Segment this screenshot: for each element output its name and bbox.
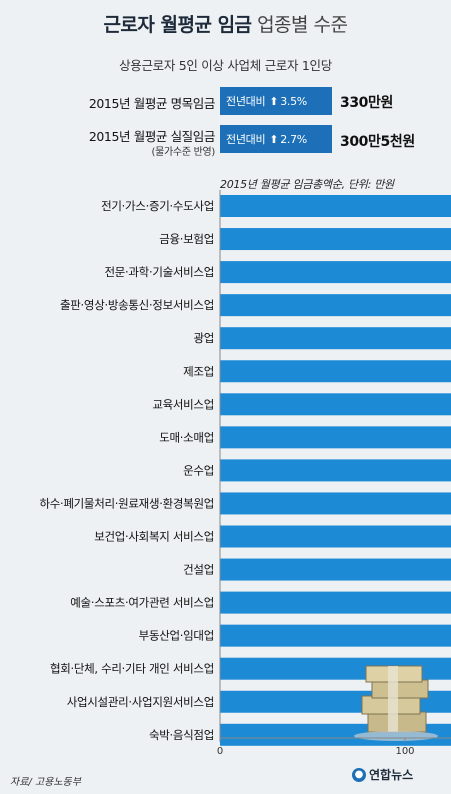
bar xyxy=(220,360,451,383)
bar xyxy=(220,195,451,217)
category-label: 협회·단체, 수리·기타 개인 서비스업 xyxy=(50,662,214,676)
bar xyxy=(220,393,451,416)
category-label: 전기·가스·증기·수도사업 xyxy=(101,199,214,213)
nominal-change-prefix: 전년대비 xyxy=(226,95,266,108)
bar xyxy=(220,228,451,251)
real-wage-value: 300만5천원 xyxy=(340,134,415,150)
nominal-change-badge: 전년대비 ⬆ 3.5% xyxy=(220,87,332,115)
bar xyxy=(220,558,451,581)
x-tick-label: 0 xyxy=(217,746,223,757)
real-change-value: 2.7% xyxy=(280,132,307,146)
category-label: 출판·영상·방송통신·정보서비스업 xyxy=(60,298,214,312)
category-label: 하수·폐기물처리·원료재생·환경복원업 xyxy=(39,496,214,510)
globe-icon: ● xyxy=(352,767,366,782)
nominal-wage-label: 2015년 월평균 명목임금 xyxy=(88,96,216,111)
category-label: 운수업 xyxy=(183,463,214,477)
category-label: 전문·과학·기술서비스업 xyxy=(104,265,214,279)
title-main: 근로자 월평균 임금 xyxy=(103,14,252,36)
category-label: 도매·소매업 xyxy=(159,430,214,444)
source-note: 자료/ 고용노동부 xyxy=(10,777,81,788)
bar xyxy=(220,525,451,548)
publisher-name: 연합뉴스 xyxy=(369,768,414,782)
arrow-up-icon: ⬆ xyxy=(269,94,279,108)
category-label: 예술·스포츠·여가관련 서비스업 xyxy=(70,596,214,610)
real-wage-label: 2015년 월평균 실질임금 xyxy=(88,129,216,144)
category-label: 건설업 xyxy=(183,563,214,577)
title-secondary: 업종별 수준 xyxy=(257,14,348,36)
category-label: 사업시설관리·사업지원서비스업 xyxy=(67,695,214,709)
real-change-badge: 전년대비 ⬆ 2.7% xyxy=(220,125,332,153)
bar xyxy=(220,327,451,350)
unit-note: 2015년 월평균 임금총액순, 단위: 만원 xyxy=(220,178,394,191)
page-title: 근로자 월평균 임금 업종별 수준 xyxy=(0,10,451,37)
real-change-prefix: 전년대비 xyxy=(226,133,266,146)
bar xyxy=(220,459,451,482)
nominal-change-value: 3.5% xyxy=(280,94,307,108)
real-wage-note: (물가수준 반영) xyxy=(151,147,216,158)
bar xyxy=(220,426,451,449)
bar xyxy=(220,261,451,284)
bar xyxy=(220,591,451,614)
category-label: 숙박·음식점업 xyxy=(149,728,214,742)
category-label: 부동산업·임대업 xyxy=(139,629,214,643)
bar xyxy=(220,492,451,515)
x-tick-label: 100 xyxy=(395,746,414,757)
category-label: 교육서비스업 xyxy=(152,397,214,411)
nominal-wage-value: 330만원 xyxy=(340,95,393,111)
category-label: 금융·보험업 xyxy=(159,232,214,246)
arrow-up-icon: ⬆ xyxy=(269,132,279,146)
category-label: 제조업 xyxy=(183,364,214,378)
page-subtitle: 상용근로자 5인 이상 사업체 근로자 1인당 xyxy=(119,58,332,73)
bar xyxy=(220,294,451,317)
publisher-logo: ● 연합뉴스 xyxy=(352,766,413,783)
category-label: 보건업·사회복지 서비스업 xyxy=(94,530,214,544)
bar xyxy=(220,624,451,647)
category-label: 광업 xyxy=(193,331,214,345)
